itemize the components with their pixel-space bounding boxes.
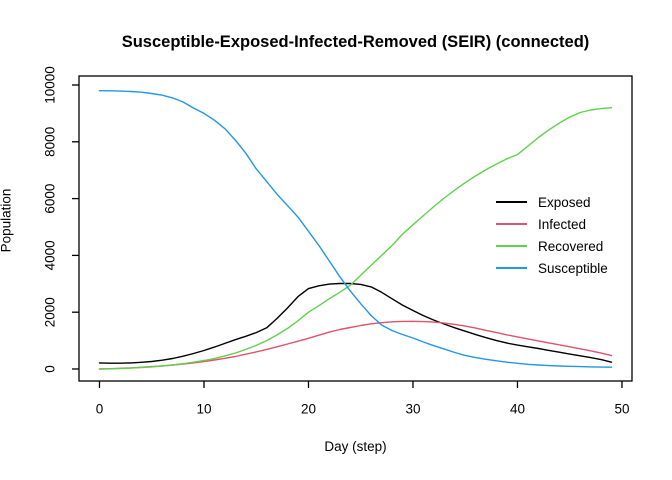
legend: Exposed Infected Recovered Susceptible [496, 191, 608, 279]
legend-line-swatch [496, 223, 527, 225]
legend-item: Susceptible [496, 257, 608, 279]
series-line-susceptible [98, 89, 613, 368]
legend-label: Exposed [538, 194, 591, 210]
series-line-exposed [98, 282, 613, 364]
plot-box [78, 75, 633, 382]
legend-item: Exposed [496, 191, 608, 213]
chart-title: Susceptible-Exposed-Infected-Removed (SE… [121, 33, 590, 51]
legend-line-swatch [496, 201, 527, 203]
y-tick-label: 0 [43, 365, 58, 373]
legend-line-swatch [496, 267, 527, 269]
x-axis-title: Day (step) [324, 439, 387, 454]
legend-label: Infected [538, 216, 587, 232]
legend-label: Recovered [538, 238, 604, 254]
series-line-recovered [98, 106, 613, 370]
x-tick-label: 10 [196, 402, 211, 417]
x-tick-label: 40 [510, 402, 525, 417]
legend-item: Recovered [496, 235, 608, 257]
y-tick-label: 4000 [43, 240, 58, 270]
y-tick-label: 8000 [43, 127, 58, 157]
y-axis-title: Population [0, 188, 14, 253]
y-tick-label: 10000 [43, 66, 58, 104]
x-tick-label: 20 [301, 402, 316, 417]
legend-item: Infected [496, 213, 608, 235]
y-tick-label: 2000 [43, 297, 58, 327]
x-tick-label: 50 [614, 402, 629, 417]
legend-line-swatch [496, 245, 527, 247]
x-tick-label: 30 [405, 402, 420, 417]
legend-label: Susceptible [538, 260, 608, 276]
series-line-infected [98, 320, 613, 370]
x-tick-label: 0 [96, 402, 104, 417]
y-tick-label: 6000 [43, 184, 58, 214]
